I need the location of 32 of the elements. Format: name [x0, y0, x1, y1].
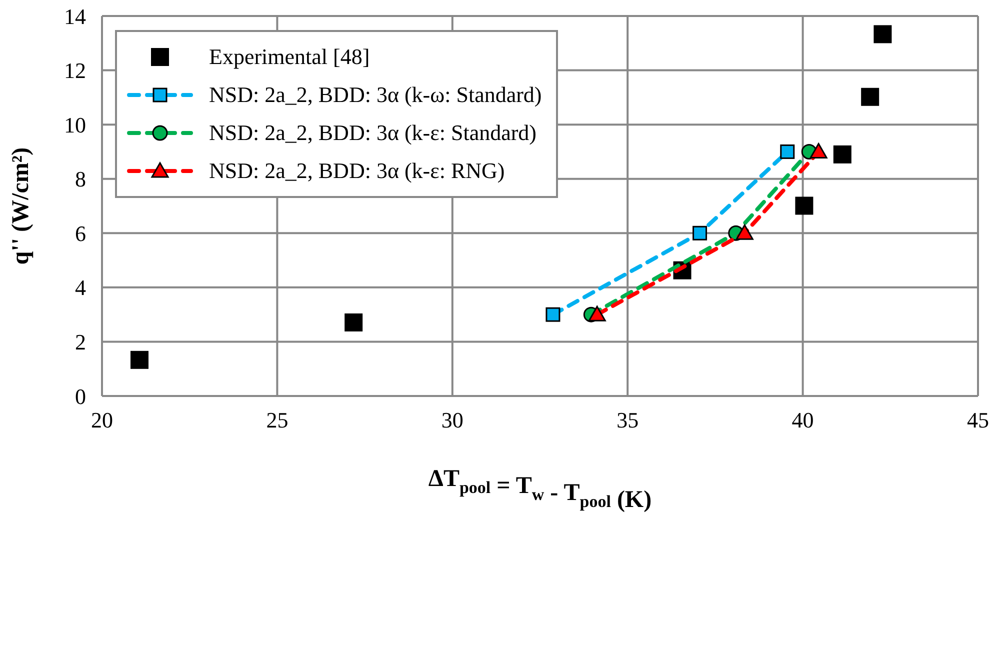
legend-label: NSD: 2a_2, BDD: 3α (k-ω: Standard) — [209, 82, 542, 108]
point — [833, 145, 852, 164]
point — [861, 88, 880, 106]
y-tick-label: 10 — [64, 112, 86, 138]
y-tick-label: 6 — [75, 220, 86, 246]
point — [795, 196, 814, 215]
x-tick-label: 30 — [441, 408, 464, 433]
x-tick-label: 25 — [266, 408, 288, 433]
point — [780, 144, 795, 159]
y-tick-label: 12 — [64, 58, 86, 84]
y-tick-label: 4 — [75, 275, 86, 300]
y-tick-label: 14 — [64, 4, 86, 29]
y-tick-label: 8 — [75, 166, 86, 192]
point — [810, 142, 828, 158]
legend-label: NSD: 2a_2, BDD: 3α (k-ε: RNG) — [209, 158, 505, 184]
y-tick-label: 2 — [75, 330, 86, 355]
x-tick-label: 40 — [792, 408, 814, 433]
point — [130, 350, 148, 369]
legend-label: Experimental [48] — [209, 44, 370, 70]
x-tick-label: 45 — [967, 408, 989, 433]
legend-label: NSD: 2a_2, BDD: 3α (k-ε: Standard) — [209, 120, 537, 146]
point — [736, 224, 754, 240]
x-tick-label: 20 — [91, 408, 113, 433]
y-tick-label: 0 — [75, 384, 86, 409]
point — [546, 307, 560, 322]
point — [588, 306, 606, 322]
point — [344, 313, 363, 332]
point — [874, 25, 892, 44]
y-axis-title: q'' (W/cm²) — [8, 147, 34, 265]
x-axis-title: ΔT$_{pool}$ = T$_{w}$ - T$_{pool}$ (K) — [428, 466, 652, 513]
x-tick-label: 35 — [616, 408, 639, 433]
point — [692, 226, 708, 240]
